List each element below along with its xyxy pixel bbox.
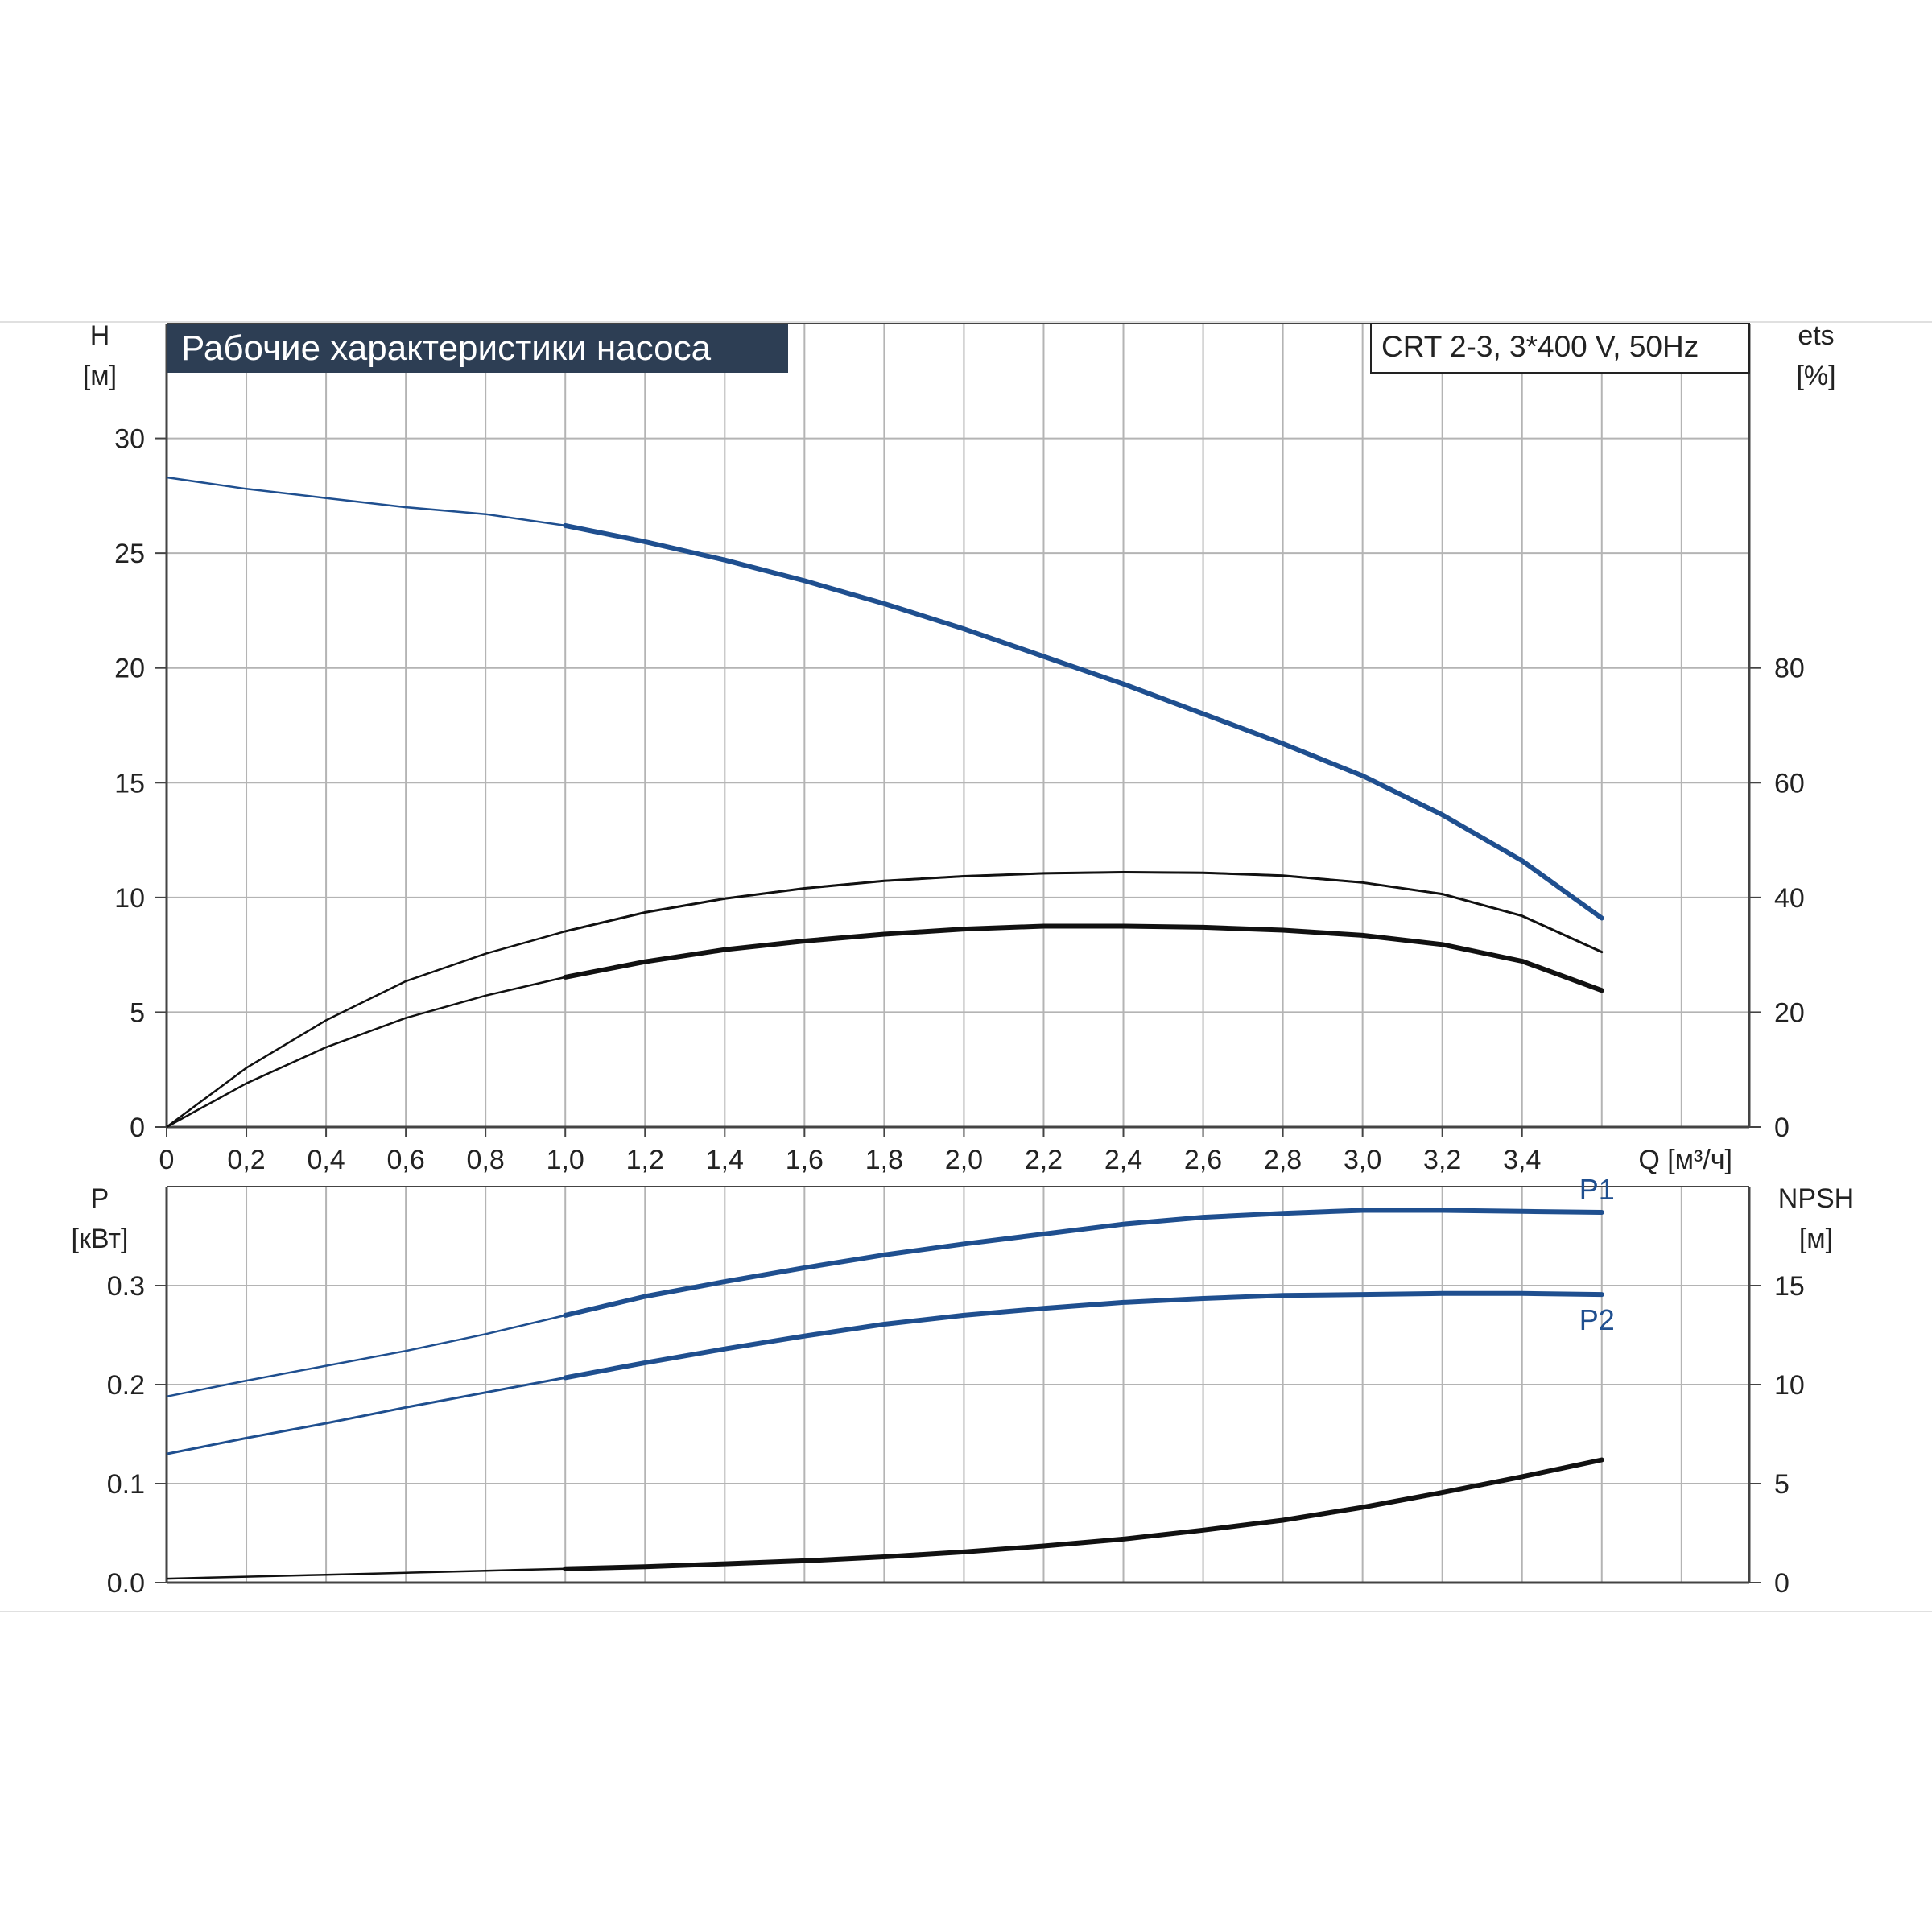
power-y-right-tick-label: 5 — [1774, 1469, 1790, 1500]
head-y-right-tick-label: 40 — [1774, 883, 1805, 914]
power-y-tick-label: 0.0 — [107, 1568, 145, 1599]
head-y-right-label-unit: [%] — [1796, 361, 1835, 391]
head-y-tick-label: 10 — [114, 883, 145, 914]
x-tick-label: 0,4 — [307, 1145, 345, 1175]
x-tick-label: 0 — [159, 1145, 175, 1175]
head-y-tick-label: 30 — [114, 424, 145, 455]
x-tick-label: 3,2 — [1423, 1145, 1461, 1175]
x-tick-label: 2,8 — [1264, 1145, 1302, 1175]
power-curve-1-operating — [563, 1290, 1604, 1381]
x-tick-label: 2,6 — [1184, 1145, 1222, 1175]
head-curve-2-operating — [563, 923, 1604, 993]
power-series-label-P2: P2 — [1579, 1303, 1615, 1336]
head-y-tick-label: 0 — [130, 1113, 145, 1143]
power-y-tick-label: 0.3 — [107, 1271, 145, 1302]
head-curve-1-operating — [564, 871, 1604, 954]
pump-model-box — [1370, 323, 1750, 374]
power-y-label-unit: [кВт] — [72, 1224, 129, 1254]
power-series-label-P1: P1 — [1579, 1173, 1615, 1206]
x-tick-label: 1,8 — [865, 1145, 903, 1175]
x-axis-label: Q [м³/ч] — [1638, 1145, 1732, 1175]
power-y-tick-label: 0.2 — [107, 1370, 145, 1401]
power-y-right-tick-label: 10 — [1774, 1370, 1805, 1401]
head-y-label-unit: [м] — [83, 361, 117, 391]
head-y-right-tick-label: 20 — [1774, 997, 1805, 1028]
x-tick-label: 1,0 — [547, 1145, 584, 1175]
chart-title-background — [167, 324, 788, 373]
power-y-right-tick-label: 15 — [1774, 1271, 1805, 1302]
head-y-label-symbol: H — [90, 320, 110, 351]
x-tick-label: 2,0 — [945, 1145, 983, 1175]
x-tick-label: 1,2 — [626, 1145, 664, 1175]
head-y-tick-label: 15 — [114, 768, 145, 799]
head-y-tick-label: 25 — [114, 539, 145, 569]
x-tick-label: 0,2 — [227, 1145, 265, 1175]
head-y-right-label-symbol: ets — [1798, 320, 1834, 351]
head-y-right-tick-label: 60 — [1774, 768, 1805, 799]
power-y-tick-label: 0.1 — [107, 1469, 145, 1500]
power-y-right-label-unit: [м] — [1799, 1224, 1833, 1254]
x-tick-label: 3,4 — [1503, 1145, 1541, 1175]
chart-title: Рабочие характеристики насоса — [181, 328, 712, 368]
power-curve-2-operating — [563, 1457, 1604, 1571]
x-tick-label: 1,4 — [706, 1145, 744, 1175]
head-curve-0-operating — [563, 522, 1604, 921]
x-tick-label: 2,4 — [1104, 1145, 1142, 1175]
plot-layer: 0 5 10 15 20 25 30 0 20 40 60 80 H [м] ets [%] 0.0 0.1 0.2… — [72, 320, 1855, 1599]
x-tick-label: 2,2 — [1025, 1145, 1063, 1175]
power-curve-0-operating — [563, 1208, 1604, 1318]
x-tick-label: 0,8 — [467, 1145, 505, 1175]
x-tick-label: 0,6 — [386, 1145, 424, 1175]
x-tick-label: 1,6 — [786, 1145, 824, 1175]
head-y-right-tick-label: 0 — [1774, 1113, 1790, 1143]
pump-model-label: CRT 2-3, 3*400 V, 50Hz — [1381, 330, 1699, 363]
power-y-right-label-symbol: NPSH — [1778, 1183, 1854, 1214]
power-y-right-tick-label: 0 — [1774, 1568, 1790, 1599]
power-y-label-symbol: P — [91, 1183, 109, 1214]
x-tick-label: 3,0 — [1344, 1145, 1381, 1175]
head-y-right-tick-label: 80 — [1774, 654, 1805, 684]
head-y-tick-label: 20 — [114, 654, 145, 684]
head-y-tick-label: 5 — [130, 997, 145, 1028]
